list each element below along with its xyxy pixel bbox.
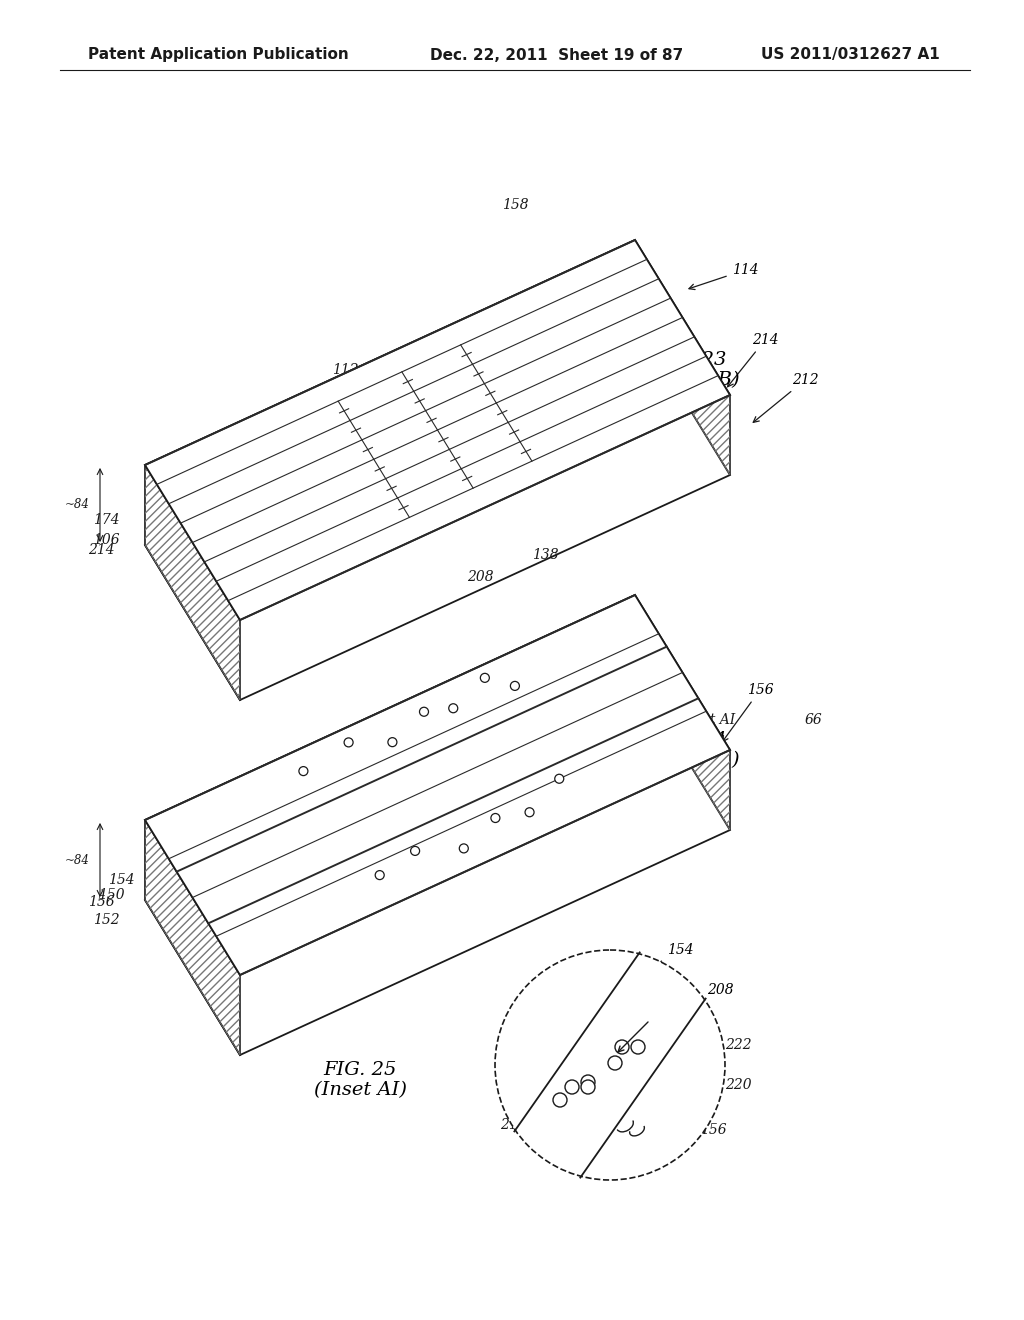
Circle shape bbox=[388, 738, 397, 747]
Circle shape bbox=[375, 871, 384, 879]
Circle shape bbox=[411, 846, 420, 855]
Polygon shape bbox=[145, 240, 730, 620]
Circle shape bbox=[555, 775, 564, 783]
Text: 66: 66 bbox=[805, 713, 822, 727]
Circle shape bbox=[449, 704, 458, 713]
Circle shape bbox=[553, 1093, 567, 1107]
Circle shape bbox=[460, 843, 468, 853]
Text: 214: 214 bbox=[88, 543, 115, 557]
Polygon shape bbox=[145, 595, 730, 975]
Text: Dec. 22, 2011  Sheet 19 of 87: Dec. 22, 2011 Sheet 19 of 87 bbox=[430, 48, 683, 62]
Circle shape bbox=[510, 681, 519, 690]
Polygon shape bbox=[145, 465, 240, 700]
Circle shape bbox=[631, 1040, 645, 1053]
Text: 154: 154 bbox=[634, 942, 693, 978]
Circle shape bbox=[490, 813, 500, 822]
Text: 138: 138 bbox=[531, 548, 558, 562]
Text: 220: 220 bbox=[725, 1078, 752, 1092]
Text: 150: 150 bbox=[98, 888, 125, 902]
Text: 158: 158 bbox=[502, 198, 528, 213]
Text: ~84: ~84 bbox=[66, 499, 90, 511]
Text: 156: 156 bbox=[723, 682, 773, 742]
Text: 208: 208 bbox=[467, 570, 494, 583]
Text: 156: 156 bbox=[700, 1123, 727, 1137]
Text: 156: 156 bbox=[177, 843, 204, 857]
Text: 140: 140 bbox=[297, 758, 324, 772]
Circle shape bbox=[420, 708, 428, 717]
Circle shape bbox=[615, 1040, 629, 1053]
Text: 210: 210 bbox=[332, 543, 358, 557]
Text: 112: 112 bbox=[332, 363, 358, 378]
Circle shape bbox=[565, 1080, 579, 1094]
Text: 174: 174 bbox=[262, 531, 289, 544]
Text: 106: 106 bbox=[93, 533, 120, 546]
Polygon shape bbox=[145, 820, 240, 1055]
Circle shape bbox=[480, 673, 489, 682]
Text: 174: 174 bbox=[93, 513, 120, 527]
Text: FIG. 23
(Inset AB): FIG. 23 (Inset AB) bbox=[640, 351, 739, 389]
Text: Patent Application Publication: Patent Application Publication bbox=[88, 48, 349, 62]
Circle shape bbox=[581, 1074, 595, 1089]
Polygon shape bbox=[635, 240, 730, 475]
Text: 222: 222 bbox=[725, 1038, 752, 1052]
Text: 214: 214 bbox=[728, 333, 778, 387]
Text: 218: 218 bbox=[500, 1118, 526, 1133]
Text: FIG. 24
(Inset AB): FIG. 24 (Inset AB) bbox=[640, 730, 739, 770]
Polygon shape bbox=[635, 595, 730, 830]
Text: FIG. 25
(Inset AI): FIG. 25 (Inset AI) bbox=[313, 1060, 407, 1100]
Text: 154: 154 bbox=[262, 908, 289, 921]
Text: 154: 154 bbox=[109, 873, 135, 887]
Text: US 2011/0312627 A1: US 2011/0312627 A1 bbox=[761, 48, 940, 62]
Polygon shape bbox=[145, 240, 635, 545]
Text: ~84: ~84 bbox=[66, 854, 90, 866]
Circle shape bbox=[581, 1080, 595, 1094]
Circle shape bbox=[344, 738, 353, 747]
Text: 152: 152 bbox=[93, 913, 120, 927]
Text: 212: 212 bbox=[754, 374, 818, 422]
Polygon shape bbox=[145, 595, 635, 900]
Circle shape bbox=[608, 1056, 622, 1071]
Text: 114: 114 bbox=[689, 263, 759, 289]
Text: 208: 208 bbox=[664, 983, 733, 1014]
Circle shape bbox=[495, 950, 725, 1180]
Text: Inset AI: Inset AI bbox=[680, 713, 735, 727]
Circle shape bbox=[525, 808, 535, 817]
Circle shape bbox=[299, 767, 308, 776]
Text: 156: 156 bbox=[88, 895, 115, 909]
